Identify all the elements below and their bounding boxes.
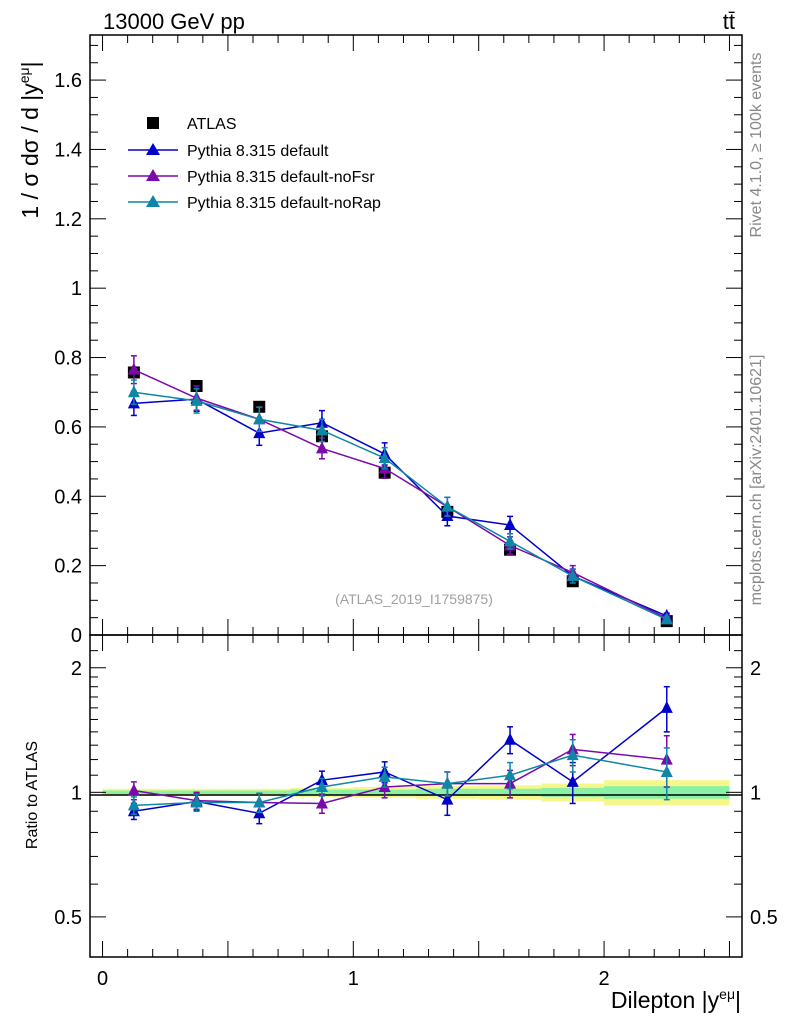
main-norap-point [315, 423, 328, 436]
main-default-point [504, 518, 517, 531]
legend-marker-default [146, 143, 160, 155]
legend: ATLAS Pythia 8.315 default Pythia 8.315 … [128, 116, 381, 212]
ratio-band-stat [227, 790, 291, 795]
ratio-y-tick-label: 2 [71, 658, 82, 680]
legend-label-default: Pythia 8.315 default [187, 143, 329, 160]
main-data-layer [127, 355, 673, 628]
ratio-axis-ticks [90, 634, 742, 958]
main-axis-ticks [90, 35, 742, 636]
main-norap-point [660, 612, 673, 625]
ratio-y-tick-label-right: 0.5 [750, 907, 778, 929]
main-y-tick-label: 0.4 [54, 486, 82, 508]
legend-label-atlas: ATLAS [187, 116, 237, 133]
ratio-default-point [660, 700, 673, 713]
mcplots-label: mcplots.cern.ch [arXiv:2401.10621] [748, 355, 765, 606]
process-label: tt̄ [723, 9, 735, 34]
main-norap-point [566, 569, 579, 582]
legend-label-nofsr: Pythia 8.315 default-noFsr [187, 169, 375, 186]
ratio-y-tick-labels: 0.5 0.5 1 1 2 2 [54, 658, 778, 929]
ratio-y-axis-label: Ratio to ATLAS [24, 741, 41, 849]
main-y-tick-label: 0 [71, 625, 82, 647]
ratio-norap-point [127, 798, 140, 811]
main-y-tick-label: 1.4 [54, 139, 82, 161]
legend-marker-norap [146, 195, 160, 207]
ratio-data-layer [127, 685, 673, 825]
ratio-norap-point [660, 764, 673, 777]
main-y-tick-labels: 0 0.2 0.4 0.6 0.8 1 1.2 1.4 1.6 [54, 70, 82, 647]
ratio-y-tick-label: 1 [71, 782, 82, 804]
ratio-norap-point [566, 748, 579, 761]
energy-label: 13000 GeV pp [103, 9, 245, 34]
ratio-norap-point [253, 795, 266, 808]
main-nofsr-point [315, 441, 328, 454]
ratio-y-tick-label: 0.5 [54, 907, 82, 929]
ratio-norap-point [378, 769, 391, 782]
ratio-norap-point [315, 780, 328, 793]
main-nofsr-point [127, 362, 140, 375]
main-y-axis-label: 1 / σ dσ / d |yeμ| [16, 61, 43, 218]
main-norap-point [504, 534, 517, 547]
x-tick-labels: 0 1 2 [97, 968, 610, 990]
main-y-tick-label: 0.6 [54, 417, 82, 439]
legend-marker-atlas [147, 117, 159, 129]
ratio-panel-frame [89, 634, 743, 958]
main-norap-point [253, 412, 266, 425]
ratio-norap-point [190, 795, 203, 808]
main-norap-point [378, 451, 391, 464]
ratio-default-point [566, 774, 579, 787]
ratio-nofsr-point [127, 783, 140, 796]
main-norap-point [190, 393, 203, 406]
ratio-default-point [504, 732, 517, 745]
main-panel: 0 0.2 0.4 0.6 0.8 1 1.2 1.4 1.6 1 / σ dσ / d |ye… [16, 34, 743, 647]
ratio-norap-point [504, 768, 517, 781]
legend-marker-nofsr [146, 169, 160, 181]
x-tick-label: 1 [348, 968, 359, 990]
main-norap-point [127, 385, 140, 398]
main-y-tick-label: 1 [71, 278, 82, 300]
ratio-norap-point [441, 776, 454, 789]
main-y-tick-label: 0.8 [54, 348, 82, 370]
main-y-tick-label: 0.2 [54, 556, 82, 578]
ratio-y-tick-label-right: 2 [750, 658, 761, 680]
ratio-default-point [441, 792, 454, 805]
rivet-label: Rivet 4.1.0, ≥ 100k events [748, 53, 765, 238]
main-y-tick-label: 1.2 [54, 209, 82, 231]
x-tick-label: 0 [97, 968, 108, 990]
x-tick-label: 2 [599, 968, 610, 990]
ratio-nofsr-point [315, 796, 328, 809]
main-y-tick-label: 1.6 [54, 70, 82, 92]
ratio-y-tick-label-right: 1 [750, 782, 761, 804]
legend-label-norap: Pythia 8.315 default-noRap [187, 195, 381, 212]
main-norap-point [441, 499, 454, 512]
analysis-watermark: (ATLAS_2019_I1759875) [335, 591, 493, 607]
